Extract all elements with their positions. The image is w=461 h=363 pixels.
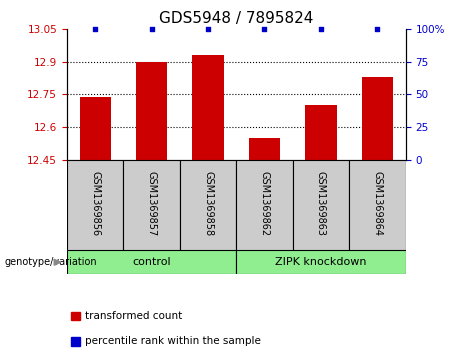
Point: [204, 26, 212, 32]
Bar: [71, 337, 80, 346]
Bar: [236, 250, 406, 274]
Text: genotype/variation: genotype/variation: [5, 257, 97, 267]
Text: transformed count: transformed count: [85, 311, 183, 321]
Bar: [67, 250, 236, 274]
Bar: [80, 97, 111, 160]
Text: GSM1369862: GSM1369862: [260, 171, 270, 236]
Bar: [362, 77, 393, 160]
Bar: [293, 160, 349, 250]
Text: GSM1369863: GSM1369863: [316, 171, 326, 236]
Bar: [67, 160, 123, 250]
Bar: [180, 160, 236, 250]
Text: percentile rank within the sample: percentile rank within the sample: [85, 336, 261, 346]
Bar: [136, 62, 167, 160]
Point: [91, 26, 99, 32]
Text: GSM1369856: GSM1369856: [90, 171, 100, 236]
Bar: [71, 312, 80, 320]
Bar: [349, 160, 406, 250]
Point: [148, 26, 155, 32]
Bar: [249, 138, 280, 160]
Bar: [236, 160, 293, 250]
Text: ZIPK knockdown: ZIPK knockdown: [275, 257, 366, 267]
Bar: [193, 55, 224, 160]
Point: [261, 26, 268, 32]
Text: GSM1369857: GSM1369857: [147, 171, 157, 236]
Point: [374, 26, 381, 32]
Text: GSM1369858: GSM1369858: [203, 171, 213, 236]
Text: GSM1369864: GSM1369864: [372, 171, 383, 236]
Title: GDS5948 / 7895824: GDS5948 / 7895824: [159, 12, 313, 26]
Point: [317, 26, 325, 32]
Bar: [306, 105, 337, 160]
Text: control: control: [132, 257, 171, 267]
Bar: [123, 160, 180, 250]
